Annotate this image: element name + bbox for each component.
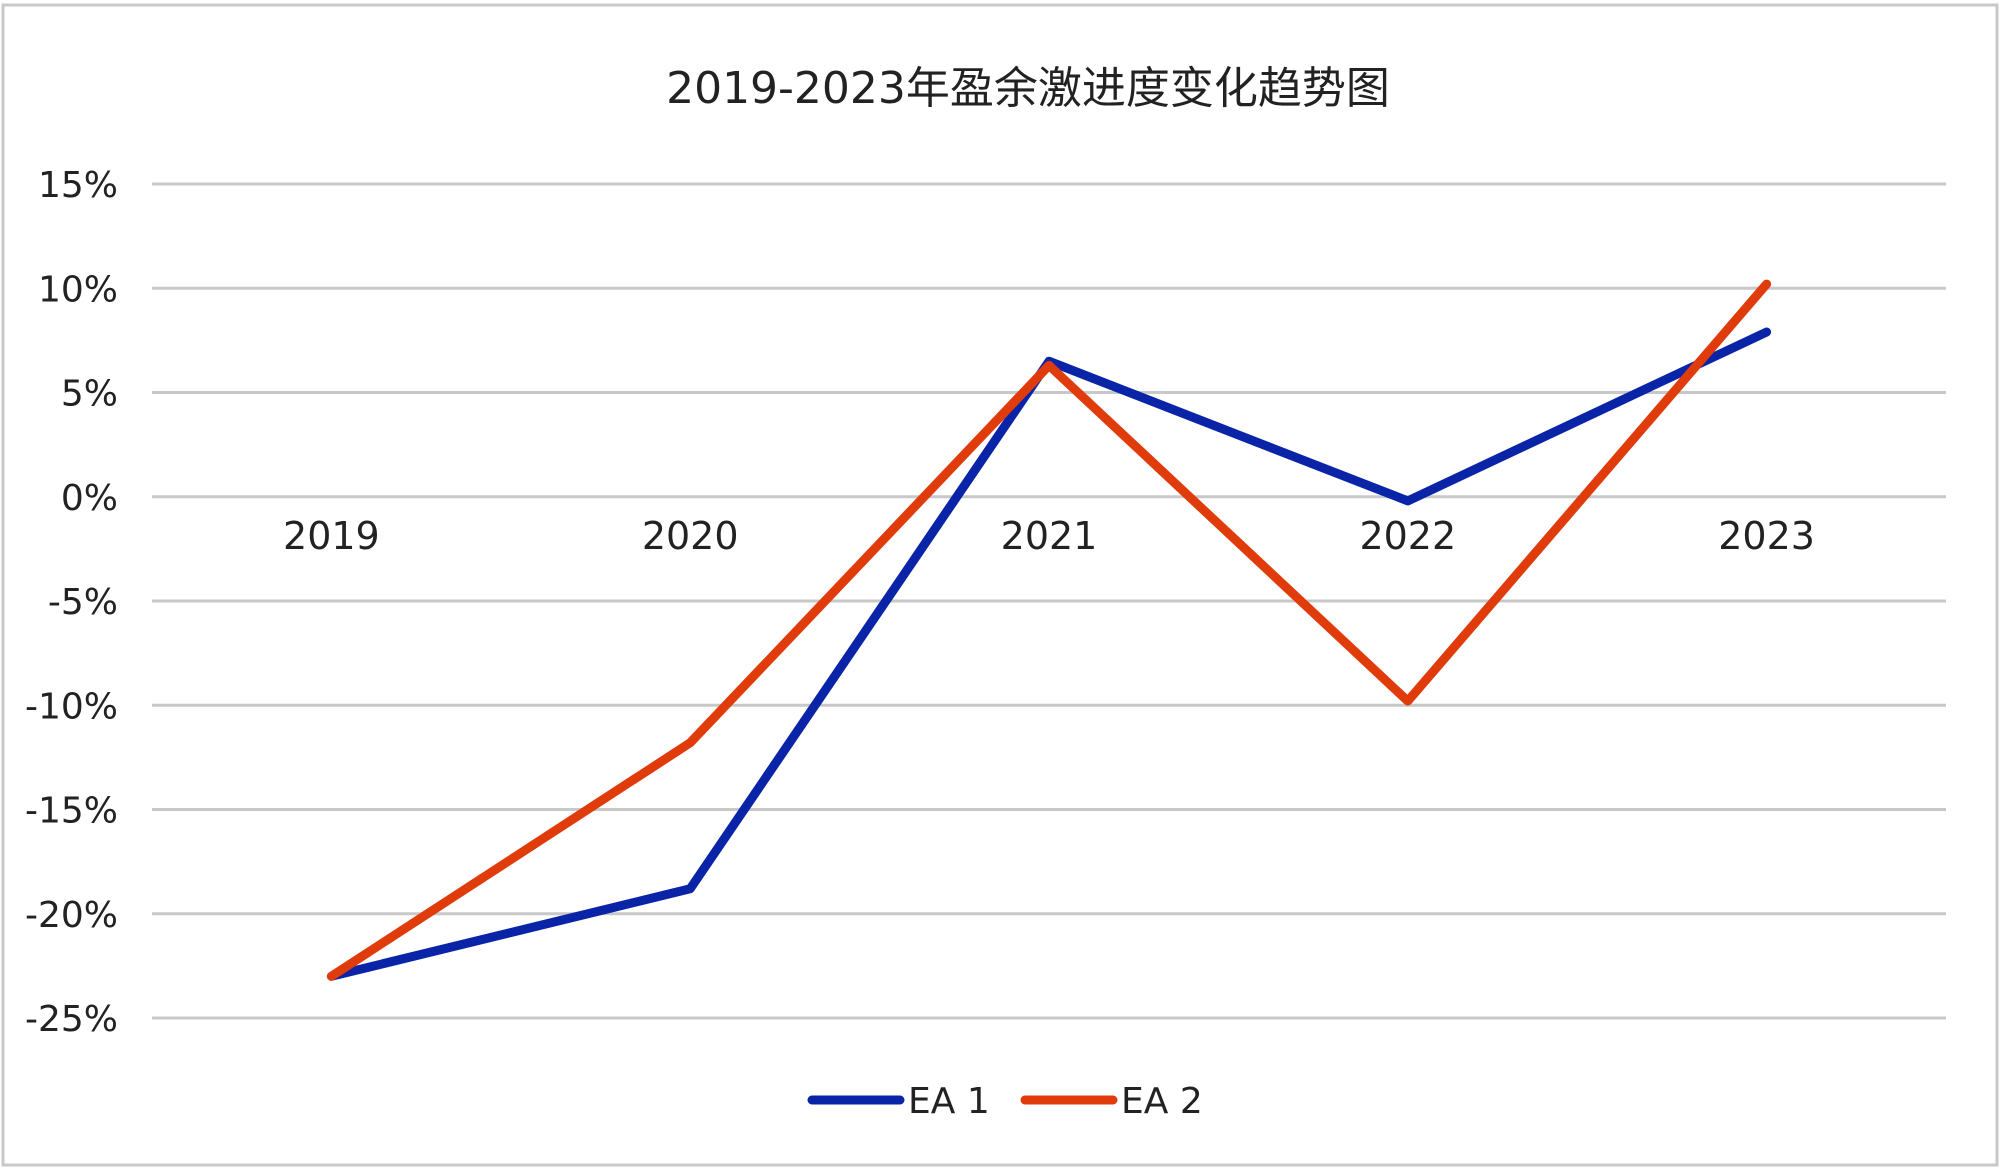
data-point [1045, 361, 1053, 370]
x-axis-tick-labels: 2019 2020 2021 2022 2023 [283, 514, 1815, 558]
data-point [1762, 328, 1771, 337]
chart-title: 2019-2023年盈余激进度变化趋势图 [666, 63, 1390, 114]
y-tick-label: -20% [25, 895, 118, 936]
x-tick-label: 2021 [1001, 514, 1098, 558]
data-point [1403, 496, 1412, 505]
data-point [1762, 280, 1771, 289]
legend-label: EA 2 [1121, 1081, 1203, 1122]
data-point [327, 972, 336, 981]
y-tick-label: 10% [38, 269, 118, 310]
series-lines [326, 279, 1772, 981]
legend-label: EA 1 [908, 1081, 990, 1122]
data-point [686, 738, 695, 747]
y-tick-label: -10% [25, 686, 118, 727]
y-axis-tick-labels: 15% 10% 5% 0% -5% -10% -15% -20% -25% [25, 165, 118, 1040]
y-tick-label: 0% [61, 478, 118, 519]
chart-frame [1, 3, 1999, 1167]
y-tick-label: -25% [25, 999, 118, 1040]
y-tick-label: 5% [61, 374, 118, 415]
y-tick-label: -5% [48, 582, 118, 623]
y-tick-label: 15% [38, 165, 118, 206]
gridlines [152, 182, 1946, 1020]
y-tick-label: -15% [25, 791, 118, 832]
x-tick-label: 2023 [1718, 514, 1815, 558]
x-tick-label: 2022 [1359, 514, 1456, 558]
data-point [686, 884, 695, 893]
legend: EA 1 EA 2 [807, 1081, 1203, 1122]
x-tick-label: 2020 [642, 514, 739, 558]
data-point [1403, 697, 1412, 706]
x-tick-label: 2019 [283, 514, 380, 558]
